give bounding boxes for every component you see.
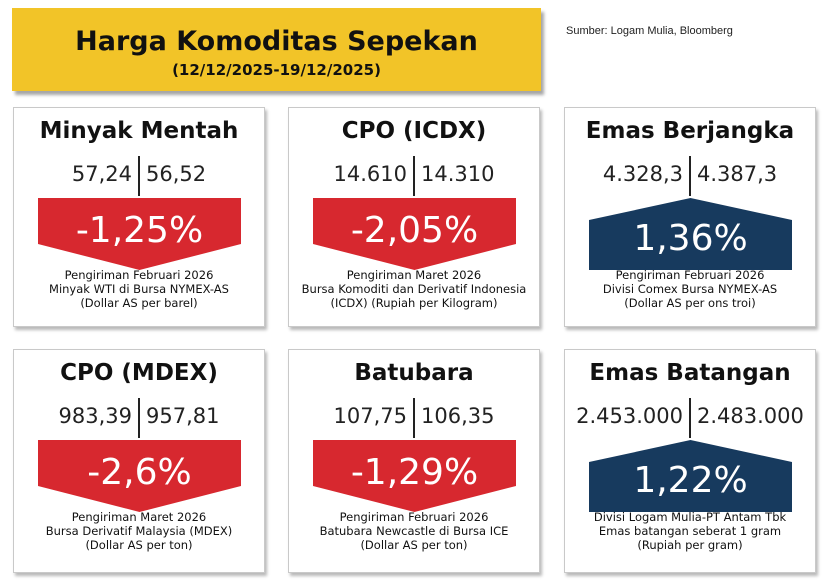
divider xyxy=(138,156,140,196)
commodity-card-cpo-icdx: CPO (ICDX) 14.610 14.310 -2,05% Pengirim… xyxy=(288,107,540,327)
desc-line: Bursa Komoditi dan Derivatif Indonesia xyxy=(301,282,527,296)
desc-line: Pengiriman Februari 2026 xyxy=(64,268,214,282)
change-banner: -2,6% xyxy=(38,440,241,512)
price-pair: 107,75 106,35 xyxy=(289,398,539,438)
page-title: Harga Komoditas Sepekan xyxy=(75,26,478,57)
desc-line: (Dollar AS per ton) xyxy=(360,538,468,552)
desc-line: Bursa Derivatif Malaysia (MDEX) xyxy=(45,524,233,538)
commodity-card-minyak-mentah: Minyak Mentah 57,24 56,52 -1,25% Pengiri… xyxy=(13,107,265,327)
price-current: 14.310 xyxy=(421,162,495,186)
price-previous: 983,39 xyxy=(58,404,132,428)
desc-line: (Dollar AS per barel) xyxy=(80,296,198,310)
desc-line: Pengiriman Maret 2026 xyxy=(346,268,482,282)
commodity-description: Pengiriman Maret 2026 Bursa Derivatif Ma… xyxy=(18,510,260,552)
desc-line: Pengiriman Februari 2026 xyxy=(615,268,765,282)
date-range: (12/12/2025-19/12/2025) xyxy=(172,61,381,79)
price-current: 957,81 xyxy=(146,404,220,428)
price-previous: 2.453.000 xyxy=(576,404,683,428)
change-percent: -2,6% xyxy=(87,452,192,493)
price-pair: 57,24 56,52 xyxy=(14,156,264,196)
desc-line: Pengiriman Februari 2026 xyxy=(339,510,489,524)
price-previous: 107,75 xyxy=(333,404,407,428)
desc-line: Emas batangan seberat 1 gram xyxy=(598,524,782,538)
change-percent: -1,25% xyxy=(75,210,204,251)
desc-line: Batubara Newcastle di Bursa ICE xyxy=(319,524,509,538)
price-current: 4.387,3 xyxy=(697,162,778,186)
change-banner: -1,29% xyxy=(313,440,516,512)
change-percent: -1,29% xyxy=(350,452,479,493)
price-current: 2.483.000 xyxy=(697,404,804,428)
commodity-description: Pengiriman Februari 2026 Divisi Comex Bu… xyxy=(569,268,811,310)
up-arrow-shape xyxy=(589,440,792,512)
divider xyxy=(138,398,140,438)
commodity-name: Emas Berjangka xyxy=(585,118,795,144)
change-banner: 1,22% xyxy=(589,440,792,512)
desc-line: (ICDX) (Rupiah per Kilogram) xyxy=(330,296,498,310)
change-banner: -2,05% xyxy=(313,198,516,270)
commodity-card-cpo-mdex: CPO (MDEX) 983,39 957,81 -2,6% Pengirima… xyxy=(13,349,265,573)
price-current: 56,52 xyxy=(146,162,207,186)
down-arrow-shape xyxy=(313,198,516,270)
price-pair: 983,39 957,81 xyxy=(14,398,264,438)
down-arrow-shape xyxy=(38,198,241,270)
source-note: Sumber: Logam Mulia, Bloomberg xyxy=(566,25,733,37)
down-arrow-shape xyxy=(313,440,516,512)
divider xyxy=(689,156,691,196)
desc-line: (Dollar AS per ton) xyxy=(85,538,193,552)
title-banner: Harga Komoditas Sepekan (12/12/2025-19/1… xyxy=(12,8,541,91)
commodity-description: Pengiriman Februari 2026 Minyak WTI di B… xyxy=(18,268,260,310)
desc-line: Pengiriman Maret 2026 xyxy=(71,510,207,524)
up-arrow-shape xyxy=(589,198,792,270)
desc-line: (Dollar AS per ons troi) xyxy=(624,296,756,310)
commodity-name: CPO (ICDX) xyxy=(341,118,487,144)
change-percent: -2,05% xyxy=(350,210,479,251)
commodity-card-emas-batangan: Emas Batangan 2.453.000 2.483.000 1,22% … xyxy=(564,349,816,573)
commodity-description: Pengiriman Maret 2026 Bursa Komoditi dan… xyxy=(293,268,535,310)
desc-line: Minyak WTI di Bursa NYMEX-AS xyxy=(49,282,229,296)
commodity-name: Batubara xyxy=(354,360,474,386)
commodity-description: Pengiriman Februari 2026 Batubara Newcas… xyxy=(293,510,535,552)
price-current: 106,35 xyxy=(421,404,495,428)
change-banner: -1,25% xyxy=(38,198,241,270)
commodity-name: Emas Batangan xyxy=(589,360,791,386)
price-pair: 4.328,3 4.387,3 xyxy=(565,156,815,196)
commodity-name: CPO (MDEX) xyxy=(60,360,218,386)
down-arrow-shape xyxy=(38,440,241,512)
desc-line: Divisi Logam Mulia-PT Antam Tbk xyxy=(593,510,787,524)
price-previous: 14.610 xyxy=(333,162,407,186)
desc-line: (Rupiah per gram) xyxy=(637,538,743,552)
change-percent: 1,36% xyxy=(633,218,748,259)
commodity-name: Minyak Mentah xyxy=(39,118,239,144)
price-pair: 14.610 14.310 xyxy=(289,156,539,196)
price-previous: 4.328,3 xyxy=(602,162,683,186)
divider xyxy=(413,398,415,438)
price-previous: 57,24 xyxy=(71,162,132,186)
commodity-description: Divisi Logam Mulia-PT Antam Tbk Emas bat… xyxy=(569,510,811,552)
commodity-card-batubara: Batubara 107,75 106,35 -1,29% Pengiriman… xyxy=(288,349,540,573)
commodity-card-emas-berjangka: Emas Berjangka 4.328,3 4.387,3 1,36% Pen… xyxy=(564,107,816,327)
price-pair: 2.453.000 2.483.000 xyxy=(565,398,815,438)
divider xyxy=(689,398,691,438)
desc-line: Divisi Comex Bursa NYMEX-AS xyxy=(602,282,778,296)
change-banner: 1,36% xyxy=(589,198,792,270)
divider xyxy=(413,156,415,196)
change-percent: 1,22% xyxy=(633,460,748,501)
